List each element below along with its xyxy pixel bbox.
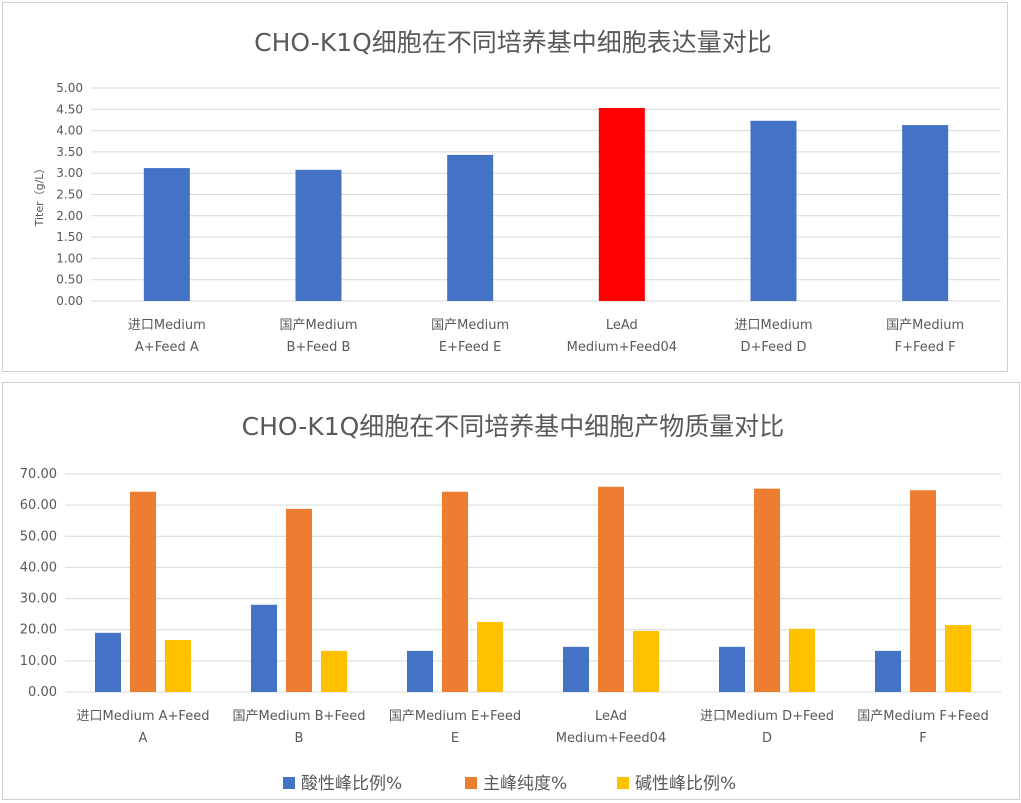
bar-0 [719,646,745,692]
y-tick-label: 3.00 [56,166,83,180]
y-tick-label: 70.00 [20,467,57,482]
y-tick-label: 40.00 [20,560,57,575]
legend-label: 碱性峰比例% [635,774,736,794]
bar-2 [165,639,191,692]
x-tick-label: A+Feed A [135,340,199,355]
x-tick-label: 国产Medium [280,318,358,333]
y-tick-label: 0.00 [56,294,83,308]
bar-0 [251,604,277,692]
y-tick-label: 30.00 [20,592,57,607]
bar-0 [407,650,433,692]
x-tick-label: 国产Medium [431,318,509,333]
x-tick-label: 进口Medium D+Feed [700,709,834,724]
x-tick-label: 国产Medium B+Feed [233,709,366,724]
x-tick-label: B [295,731,304,746]
legend-label: 酸性峰比例% [301,774,402,794]
bar-1 [754,488,780,692]
y-tick-label: 20.00 [20,623,57,638]
x-tick-label: A [139,731,148,746]
x-tick-label: D [762,731,772,746]
bar-2 [789,628,815,692]
chart-title: CHO-K1Q细胞在不同培养基中细胞表达量对比 [254,28,772,57]
chart-title: CHO-K1Q细胞在不同培养基中细胞产物质量对比 [242,412,785,441]
y-tick-label: 3.50 [56,145,83,159]
bar-0 [875,650,901,692]
y-tick-label: 60.00 [20,498,57,513]
y-tick-label: 5.00 [56,81,83,95]
bar-2 [477,621,503,692]
x-tick-label: E+Feed E [439,340,501,355]
x-tick-label: Medium+Feed04 [567,340,677,355]
legend-swatch [283,777,295,789]
bar [447,154,494,301]
x-tick-label: E [451,731,459,746]
quality-chart: CHO-K1Q细胞在不同培养基中细胞产物质量对比 0.00 10.00 20.00 30… [20,412,1001,794]
titer-chart: CHO-K1Q细胞在不同培养基中细胞表达量对比 0.00 0.50 1.00 1.50 2… [33,28,1001,355]
titer-chart-panel: CHO-K1Q细胞在不同培养基中细胞表达量对比 0.00 0.50 1.00 1.50 2… [2,2,1008,372]
bar-0 [563,646,589,692]
bar-2 [633,630,659,692]
bar [598,108,645,301]
bar-2 [321,650,347,692]
x-tick-label: 进口Medium A+Feed [77,709,210,724]
bar [902,125,949,301]
y-tick-label: 1.00 [56,251,83,265]
y-tick-label: 4.00 [56,124,83,138]
y-tick-label: 2.00 [56,209,83,223]
bar-2 [945,625,971,692]
x-tick-label: 国产Medium F+Feed [857,709,989,724]
legend-swatch [617,777,629,789]
y-tick-label: 50.00 [20,529,57,544]
x-tick-label: Medium+Feed04 [556,731,666,746]
bar-1 [286,508,312,692]
y-tick-label: 0.00 [28,685,57,700]
y-tick-label: 4.50 [56,102,83,116]
x-tick-label: F+Feed F [895,340,956,355]
bar-1 [910,490,936,692]
bar-1 [442,491,468,692]
y-tick-label: 1.50 [56,230,83,244]
legend-swatch [465,777,477,789]
y-tick-label: 10.00 [20,654,57,669]
bar-0 [95,632,121,692]
x-tick-label: B+Feed B [287,340,351,355]
x-tick-label: 进口Medium [128,318,206,333]
x-tick-label: 国产Medium E+Feed [389,709,521,724]
bar [295,169,342,301]
x-tick-label: F [919,731,926,746]
x-tick-label: LeAd [606,318,638,333]
x-tick-label: 进口Medium [735,318,813,333]
bar-1 [598,486,624,692]
x-tick-label: D+Feed D [740,340,806,355]
bar [750,120,797,301]
quality-chart-panel: CHO-K1Q细胞在不同培养基中细胞产物质量对比 0.00 10.00 20.00 30… [2,382,1020,800]
legend-label: 主峰纯度% [483,774,567,794]
bar [143,168,190,301]
y-axis-label: Titer（g/L） [33,163,46,228]
x-tick-label: 国产Medium [886,318,964,333]
x-tick-label: LeAd [595,709,627,724]
bar-1 [130,491,156,692]
y-tick-label: 0.50 [56,273,83,287]
y-tick-label: 2.50 [56,188,83,202]
